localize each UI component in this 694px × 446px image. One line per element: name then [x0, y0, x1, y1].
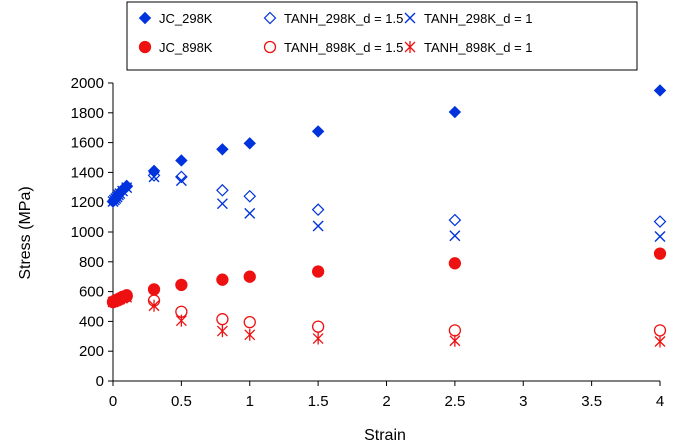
- data-point: [216, 313, 229, 326]
- legend-marker: [138, 40, 152, 54]
- y-tick-label: 400: [79, 313, 104, 330]
- data-point: [216, 198, 228, 210]
- series-1: [106, 169, 667, 228]
- legend-entry-label: TANH_898K_d = 1.5: [284, 40, 403, 55]
- legend-entry-label: TANH_298K_d = 1: [424, 11, 533, 26]
- x-axis-label: Strain: [364, 427, 406, 444]
- y-tick-label: 1600: [71, 135, 104, 152]
- y-tick-label: 600: [79, 284, 104, 301]
- data-point: [175, 170, 188, 184]
- data-point: [312, 220, 324, 232]
- data-point: [216, 325, 228, 338]
- data-point: [121, 291, 133, 304]
- data-point: [449, 334, 461, 347]
- data-point: [175, 175, 187, 187]
- y-tick-label: 1800: [71, 105, 104, 122]
- series-2: [107, 171, 666, 242]
- legend-entry-label: TANH_298K_d = 1.5: [284, 11, 403, 26]
- series-5: [107, 291, 666, 348]
- data-point: [311, 125, 325, 138]
- data-point: [216, 143, 229, 156]
- data-point: [147, 283, 161, 296]
- data-point: [654, 335, 666, 348]
- data-point: [243, 270, 256, 283]
- series-4: [106, 290, 667, 337]
- series-0: [106, 84, 667, 208]
- x-tick-label: 0: [109, 393, 117, 410]
- legend: JC_298K TANH_298K_d = 1.5 TANH_298K_d = 1 J…: [126, 1, 638, 71]
- data-point: [175, 154, 188, 167]
- x-tick-label: 1: [246, 393, 254, 410]
- data-point: [216, 183, 229, 197]
- plot-area: 0 200 400 600 800 1000 1200 1400 1600 1800 2000 0 0.…: [71, 75, 667, 410]
- legend-entry-label: TANH_898K_d = 1: [424, 40, 533, 55]
- y-tick-label: 800: [79, 254, 104, 271]
- data-point: [653, 215, 667, 228]
- data-point: [448, 257, 462, 270]
- y-tick-label: 2000: [71, 75, 104, 92]
- x-tick-label: 0.5: [171, 393, 192, 410]
- data-point: [243, 189, 257, 203]
- legend-marker: [404, 41, 416, 53]
- x-tick-label: 3: [519, 393, 527, 410]
- y-tick-label: 1000: [71, 224, 104, 241]
- data-point: [148, 171, 160, 183]
- data-point: [147, 164, 161, 178]
- data-point: [448, 105, 462, 119]
- x-tick-label: 1.5: [308, 393, 329, 410]
- data-point: [175, 278, 188, 292]
- y-tick-label: 1200: [71, 194, 104, 211]
- data-point: [148, 299, 160, 312]
- legend-entry-label: JC_298K: [159, 11, 213, 26]
- data-point: [311, 203, 325, 216]
- data-point: [654, 230, 666, 242]
- data-point: [175, 314, 187, 327]
- legend-entry-label: JC_898K: [159, 40, 213, 55]
- x-tick-label: 2.5: [444, 393, 465, 410]
- data-point: [244, 207, 256, 219]
- data-point: [449, 230, 461, 242]
- data-point: [121, 182, 133, 194]
- data-point: [311, 320, 325, 333]
- y-axis-label: Stress (MPa): [17, 186, 34, 279]
- data-point: [216, 273, 229, 286]
- legend-marker: [138, 11, 152, 25]
- x-tick-label: 3.5: [581, 393, 602, 410]
- legend-marker: [404, 12, 416, 24]
- x-tick-label: 4: [656, 393, 664, 410]
- data-point: [312, 332, 324, 345]
- data-point: [243, 315, 256, 329]
- y-tick-label: 0: [96, 373, 104, 390]
- data-point: [311, 265, 325, 278]
- data-point: [243, 137, 256, 150]
- legend-marker: [263, 40, 277, 54]
- legend-box: [126, 1, 638, 71]
- data-point: [653, 84, 667, 97]
- data-point: [448, 324, 462, 337]
- series-3: [106, 247, 667, 309]
- y-tick-label: 200: [79, 343, 104, 360]
- data-point: [653, 324, 667, 337]
- x-tick-label: 2: [382, 393, 390, 410]
- data-point: [244, 328, 256, 341]
- legend-marker: [263, 11, 277, 25]
- y-tick-label: 1400: [71, 164, 104, 181]
- data-point: [448, 213, 462, 227]
- data-point: [653, 247, 667, 260]
